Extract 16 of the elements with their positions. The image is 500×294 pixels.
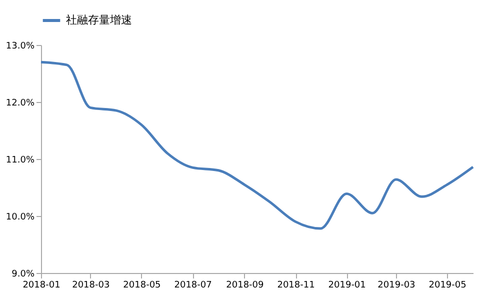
y-tick-label: 9.0% — [12, 270, 35, 280]
x-tick-label: 2019-01 — [328, 280, 366, 290]
line-series — [40, 60, 474, 230]
x-tick-label: 2018-01 — [22, 280, 60, 290]
y-tick-label: 10.0% — [6, 212, 35, 222]
x-tick-label: 2018-09 — [226, 280, 264, 290]
legend-label: 社融存量增速 — [66, 14, 132, 26]
x-tick-label: 2018-05 — [123, 280, 161, 290]
x-tick-label: 2018-11 — [277, 280, 315, 290]
y-tick-label: 13.0% — [6, 42, 35, 52]
x-tick-label: 2019-03 — [378, 280, 416, 290]
x-tick-label: 2018-07 — [174, 280, 212, 290]
y-tick-label: 12.0% — [6, 98, 35, 108]
x-tick-label: 2018-03 — [72, 280, 110, 290]
x-tick-label: 2019-05 — [428, 280, 466, 290]
y-tick-label: 11.0% — [6, 156, 35, 166]
